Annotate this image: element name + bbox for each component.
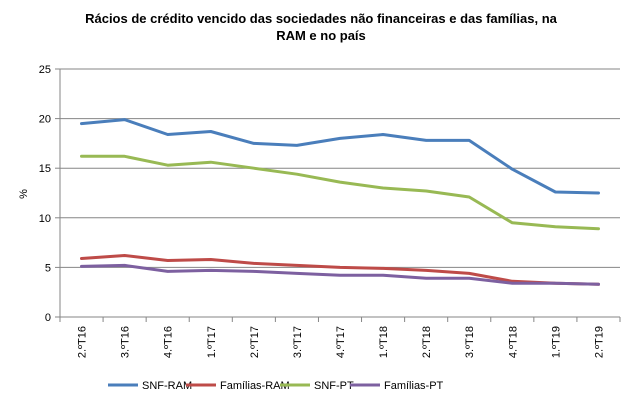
x-tick-label: 2.ºT19 <box>593 326 605 358</box>
x-tick-label: 2.ºT17 <box>249 326 261 358</box>
x-tick-label: 2.ºT18 <box>421 326 433 358</box>
legend-label: Famílias-RAM <box>220 380 290 392</box>
chart-title-line-2: RAM e no país <box>276 28 366 43</box>
y-tick-label: 20 <box>39 114 51 126</box>
series-line-fam-lias-ram <box>80 254 600 286</box>
series-lines <box>80 118 600 286</box>
x-tick-label: 3.ºT18 <box>464 326 476 358</box>
x-tick-label: 1.ºT17 <box>206 326 218 358</box>
y-tick-label: 15 <box>39 163 51 175</box>
x-tick-label: 4.ºT17 <box>335 326 347 358</box>
legend-label: SNF-RAM <box>142 380 192 392</box>
y-tick-label: 10 <box>39 213 51 225</box>
y-tick-label: 0 <box>45 312 51 324</box>
axes <box>59 69 621 322</box>
x-tick-label: 4.ºT16 <box>163 326 175 358</box>
y-tick-label: 5 <box>45 262 51 274</box>
x-tick-label: 2.ºT16 <box>77 326 89 358</box>
x-tick-label: 1.ºT18 <box>378 326 390 358</box>
x-tick-label: 4.ºT18 <box>507 326 519 358</box>
x-tick-label: 3.ºT17 <box>292 326 304 358</box>
chart-title: Rácios de crédito vencido das sociedades… <box>0 10 642 44</box>
y-tick-label: 25 <box>39 64 51 76</box>
series-line-snf-pt <box>80 154 600 231</box>
x-tick-label: 1.ºT19 <box>550 326 562 358</box>
y-tick-labels: 0 5 10 15 20 25 <box>39 64 51 324</box>
gridlines <box>55 68 620 318</box>
legend: SNF-RAM Famílias-RAM SNF-PT Famílias-PT <box>108 380 444 392</box>
series-line-snf-ram <box>80 118 600 195</box>
series-line-fam-lias-pt <box>80 263 600 286</box>
y-axis-label: % <box>18 189 30 199</box>
legend-label: Famílias-PT <box>384 380 444 392</box>
legend-label: SNF-PT <box>314 380 354 392</box>
x-tick-label: 3.ºT16 <box>120 326 132 358</box>
chart-title-line-1: Rácios de crédito vencido das sociedades… <box>85 11 557 26</box>
x-tick-labels: 2.ºT16 3.ºT16 4.ºT16 1.ºT17 2.ºT17 3.ºT17 4.ºT… <box>77 326 606 358</box>
